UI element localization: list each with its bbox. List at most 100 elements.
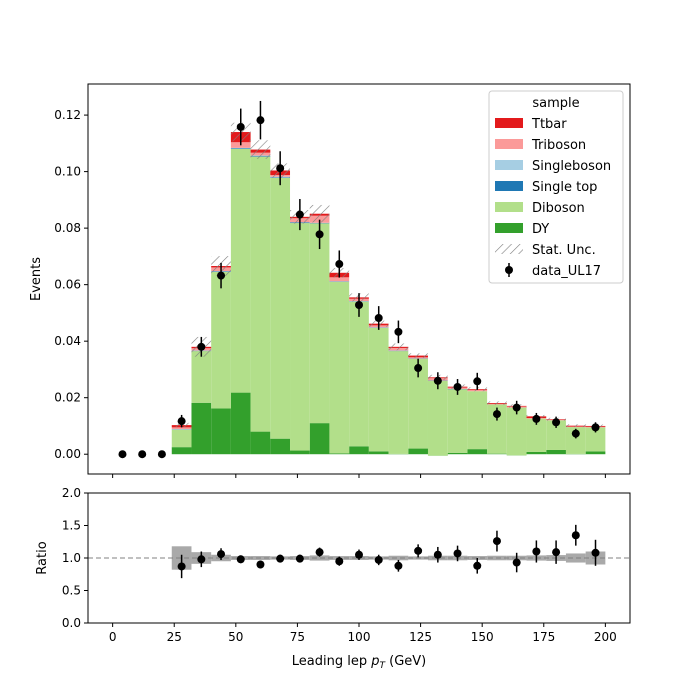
stat-unc-19 (487, 401, 507, 405)
data-point-19 (492, 410, 501, 419)
ratio-unc-23 (565, 553, 586, 563)
bar-dy-15 (408, 448, 428, 455)
y-tick-label-3: 0.06 (54, 278, 81, 292)
data-point-9 (295, 210, 304, 219)
stat-unc-14 (388, 343, 409, 351)
legend-swatch-single-top (495, 181, 523, 191)
x-tick-label-8: 200 (594, 630, 617, 644)
stat-unc-23 (565, 424, 586, 428)
bar-singleboson-6 (230, 147, 251, 149)
bar-diboson-5 (211, 271, 231, 409)
ratio-point-1 (197, 555, 206, 564)
bar-dy-4 (191, 402, 212, 455)
bar-dy-18 (467, 449, 488, 455)
legend: sample Ttbar Triboson Singleboson Single to… (488, 90, 624, 284)
bar-dy-22 (546, 449, 566, 455)
data-point-21 (532, 414, 541, 423)
bar-diboson-13 (368, 327, 389, 452)
stat-unc-15 (408, 353, 428, 358)
bar-triboson-3 (171, 427, 192, 430)
bar-diboson-10 (309, 223, 330, 424)
y-tick-label-2: 0.04 (54, 334, 81, 348)
legend-marker-data-ul17 (505, 266, 513, 274)
bar-dy-12 (349, 446, 369, 455)
legend-swatch-triboson (495, 139, 523, 149)
ratio-unc-10 (309, 555, 330, 561)
legend-label-dy: DY (532, 222, 549, 237)
ratio-point-12 (414, 546, 423, 555)
data-point-12 (355, 301, 363, 309)
ratio-point-7 (315, 548, 324, 557)
bar-diboson-12 (349, 301, 369, 447)
ratio-y-axis-label: Ratio (35, 541, 50, 574)
data-point-10 (315, 230, 324, 239)
bar-dy-5 (211, 408, 231, 455)
bar-diboson-17 (447, 389, 468, 453)
bar-diboson-4 (191, 351, 212, 403)
bar-triboson-11 (329, 277, 350, 282)
ratio-plot: 0.0 0.5 1.0 1.5 2.0 0 25 50 75 100 125 150 175 200 R… (35, 486, 631, 671)
stat-unc-7 (250, 140, 271, 159)
data-point-22 (552, 418, 561, 427)
legend-label-data-ul17: data_UL17 (532, 264, 601, 279)
bar-diboson-16 (427, 380, 448, 456)
bar-single-top-6 (230, 148, 251, 149)
data-point-14 (394, 327, 403, 336)
legend-label-triboson: Triboson (531, 138, 586, 153)
data-point-1 (138, 450, 147, 459)
bar-dy-19 (487, 453, 507, 455)
ratio-point-21 (591, 548, 600, 557)
data-point-0 (118, 450, 127, 459)
data-point-8 (276, 164, 285, 173)
ratio-point-9 (355, 550, 363, 559)
bar-dy-3 (171, 447, 192, 455)
data-point-3 (177, 417, 186, 426)
y-tick-label-1: 0.02 (54, 391, 81, 405)
ratio-y-tick-label-3: 1.5 (62, 519, 81, 533)
bar-dy-6 (230, 392, 251, 455)
data-point-20 (512, 403, 521, 412)
ratio-point-15 (473, 561, 482, 570)
stat-unc-10 (309, 204, 330, 223)
data-point-13 (374, 314, 383, 322)
y-tick-label-5: 0.10 (54, 165, 81, 179)
x-tick-label-1: 25 (167, 630, 182, 644)
ratio-point-11 (394, 561, 403, 570)
bar-diboson-7 (250, 156, 271, 432)
bar-dy-9 (290, 450, 310, 455)
ratio-point-2 (217, 550, 226, 559)
ratio-point-19 (552, 548, 561, 557)
y-tick-label-6: 0.12 (54, 108, 81, 122)
legend-label-diboson: Diboson (532, 201, 585, 216)
x-tick-label-3: 75 (290, 630, 305, 644)
data-point-2 (157, 450, 166, 459)
ratio-point-4 (256, 560, 265, 569)
bar-diboson-24 (585, 427, 606, 452)
legend-swatch-stat-unc- (495, 244, 523, 254)
legend-label-single-top: Single top (532, 180, 597, 195)
legend-swatch-dy (495, 223, 523, 233)
bar-diboson-22 (546, 420, 566, 450)
ratio-point-13 (433, 550, 442, 559)
data-point-18 (473, 377, 482, 386)
ratio-y-tick-label-0: 0.0 (62, 616, 81, 630)
x-tick-label-4: 100 (348, 630, 371, 644)
bar-diboson-6 (230, 149, 251, 393)
ratio-point-3 (236, 555, 245, 564)
bar-diboson-15 (408, 358, 428, 449)
bar-diboson-23 (565, 427, 586, 454)
legend-title: sample (532, 96, 579, 111)
ratio-point-8 (335, 557, 344, 566)
ratio-point-14 (453, 549, 462, 558)
ratio-point-16 (492, 537, 501, 546)
legend-label-stat-unc-: Stat. Unc. (532, 243, 596, 258)
x-tick-label-7: 175 (532, 630, 555, 644)
main-plot: 0.00 0.02 0.04 0.06 0.08 0.10 0.12 Events (29, 83, 631, 478)
data-point-11 (335, 260, 344, 269)
x-tick-label-6: 150 (471, 630, 494, 644)
ratio-point-17 (512, 558, 521, 567)
ratio-point-5 (276, 554, 285, 563)
ratio-point-10 (374, 555, 383, 564)
bar-diboson-20 (506, 407, 527, 456)
